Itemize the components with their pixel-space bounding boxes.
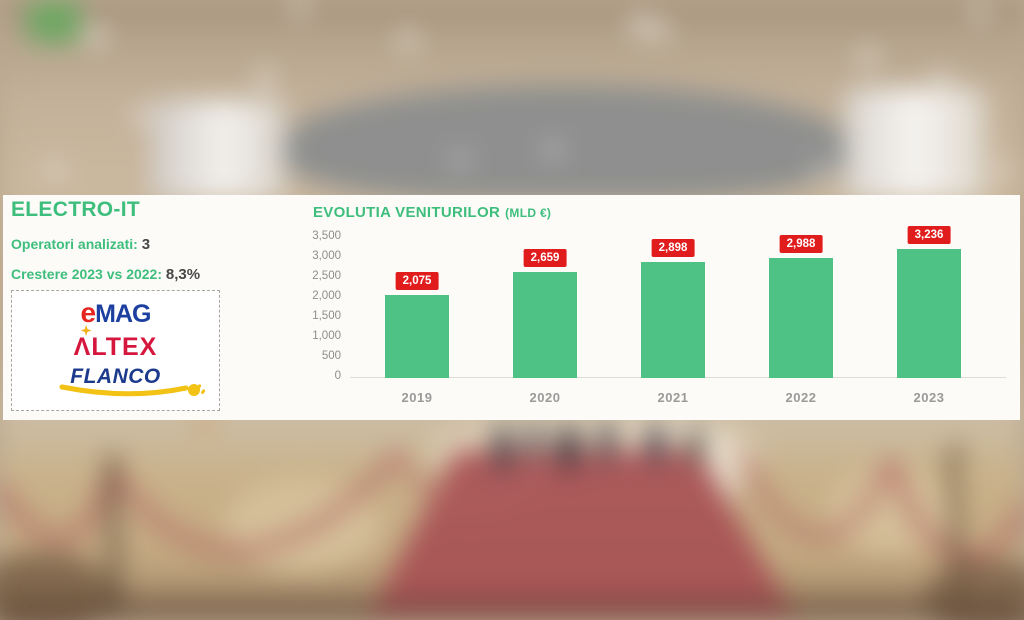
bg-person-silhouette [528, 420, 542, 462]
altex-logo-text: ΛLTEX [73, 333, 158, 361]
x-axis-category-label: 2019 [401, 390, 433, 405]
bar-2021 [641, 262, 705, 378]
y-axis-tick-label: 3,000 [312, 250, 341, 262]
bar-value-label: 2,659 [523, 248, 567, 267]
operators-logo-box: eMAG ΛLTEX FLANCO [11, 290, 220, 411]
x-axis-category-label: 2023 [913, 390, 945, 405]
altex-star-icon [80, 325, 92, 336]
bar-value-label: 2,988 [779, 235, 823, 254]
emag-logo-e: e [80, 297, 97, 328]
x-axis-category-label: 2020 [529, 390, 561, 405]
stat-label: Operatori analizati: [11, 236, 138, 252]
bg-shadow [925, 560, 1024, 620]
bar-value-label: 2,898 [651, 239, 695, 258]
bg-person-silhouette [688, 427, 702, 465]
y-axis-tick-label: 2,500 [312, 270, 341, 282]
y-axis-tick-label: 2,000 [312, 290, 341, 302]
bg-person-silhouette [495, 425, 511, 471]
page-title: ELECTRO-IT [11, 198, 140, 221]
stat-growth: Crestere 2023 vs 2022: 8,3% [11, 266, 200, 283]
altex-logo: ΛLTEX [73, 325, 158, 361]
stat-value: 3 [141, 236, 151, 253]
y-axis-tick-label: 0 [334, 370, 341, 382]
bar-2020 [513, 271, 577, 378]
bg-shadow [0, 598, 1024, 620]
flanco-logo: FLANCO [59, 365, 206, 397]
bar-2023 [897, 248, 961, 378]
x-axis-category-label: 2022 [785, 390, 817, 405]
y-axis-tick-label: 500 [321, 350, 341, 362]
bar-value-label: 2,075 [395, 272, 439, 290]
bar-value-label: 3,236 [907, 225, 951, 244]
y-axis-tick-label: 3,500 [312, 230, 341, 242]
bg-stanchion-pole [106, 464, 122, 620]
y-axis-tick-label: 1,500 [312, 310, 341, 322]
chart-title-unit: (MLD €) [505, 206, 552, 220]
bg-shadow [0, 552, 110, 620]
bg-person-silhouette [648, 424, 664, 464]
flanco-logo-text: FLANCO [70, 365, 161, 388]
emag-logo-mag: MAG [95, 300, 151, 328]
stat-value: 8,3% [165, 266, 201, 283]
bg-person-silhouette [560, 424, 578, 470]
x-axis-category-label: 2021 [657, 390, 689, 405]
bar-2022 [769, 258, 833, 378]
stat-label: Crestere 2023 vs 2022: [11, 266, 163, 282]
stat-operators: Operatori analizati: 3 [11, 236, 150, 253]
bar-2019 [385, 295, 449, 378]
infographic-panel: ELECTRO-IT Operatori analizati: 3 Creste… [3, 195, 1020, 420]
chart-title: EVOLUTIA VENITURILOR (MLD €) [313, 204, 552, 221]
bg-orange-detail [200, 420, 211, 431]
flanco-swoosh-icon [59, 384, 206, 397]
emag-logo: eMAG [80, 297, 152, 328]
y-axis-tick-label: 1,000 [312, 330, 341, 342]
bg-person-silhouette [600, 420, 614, 464]
